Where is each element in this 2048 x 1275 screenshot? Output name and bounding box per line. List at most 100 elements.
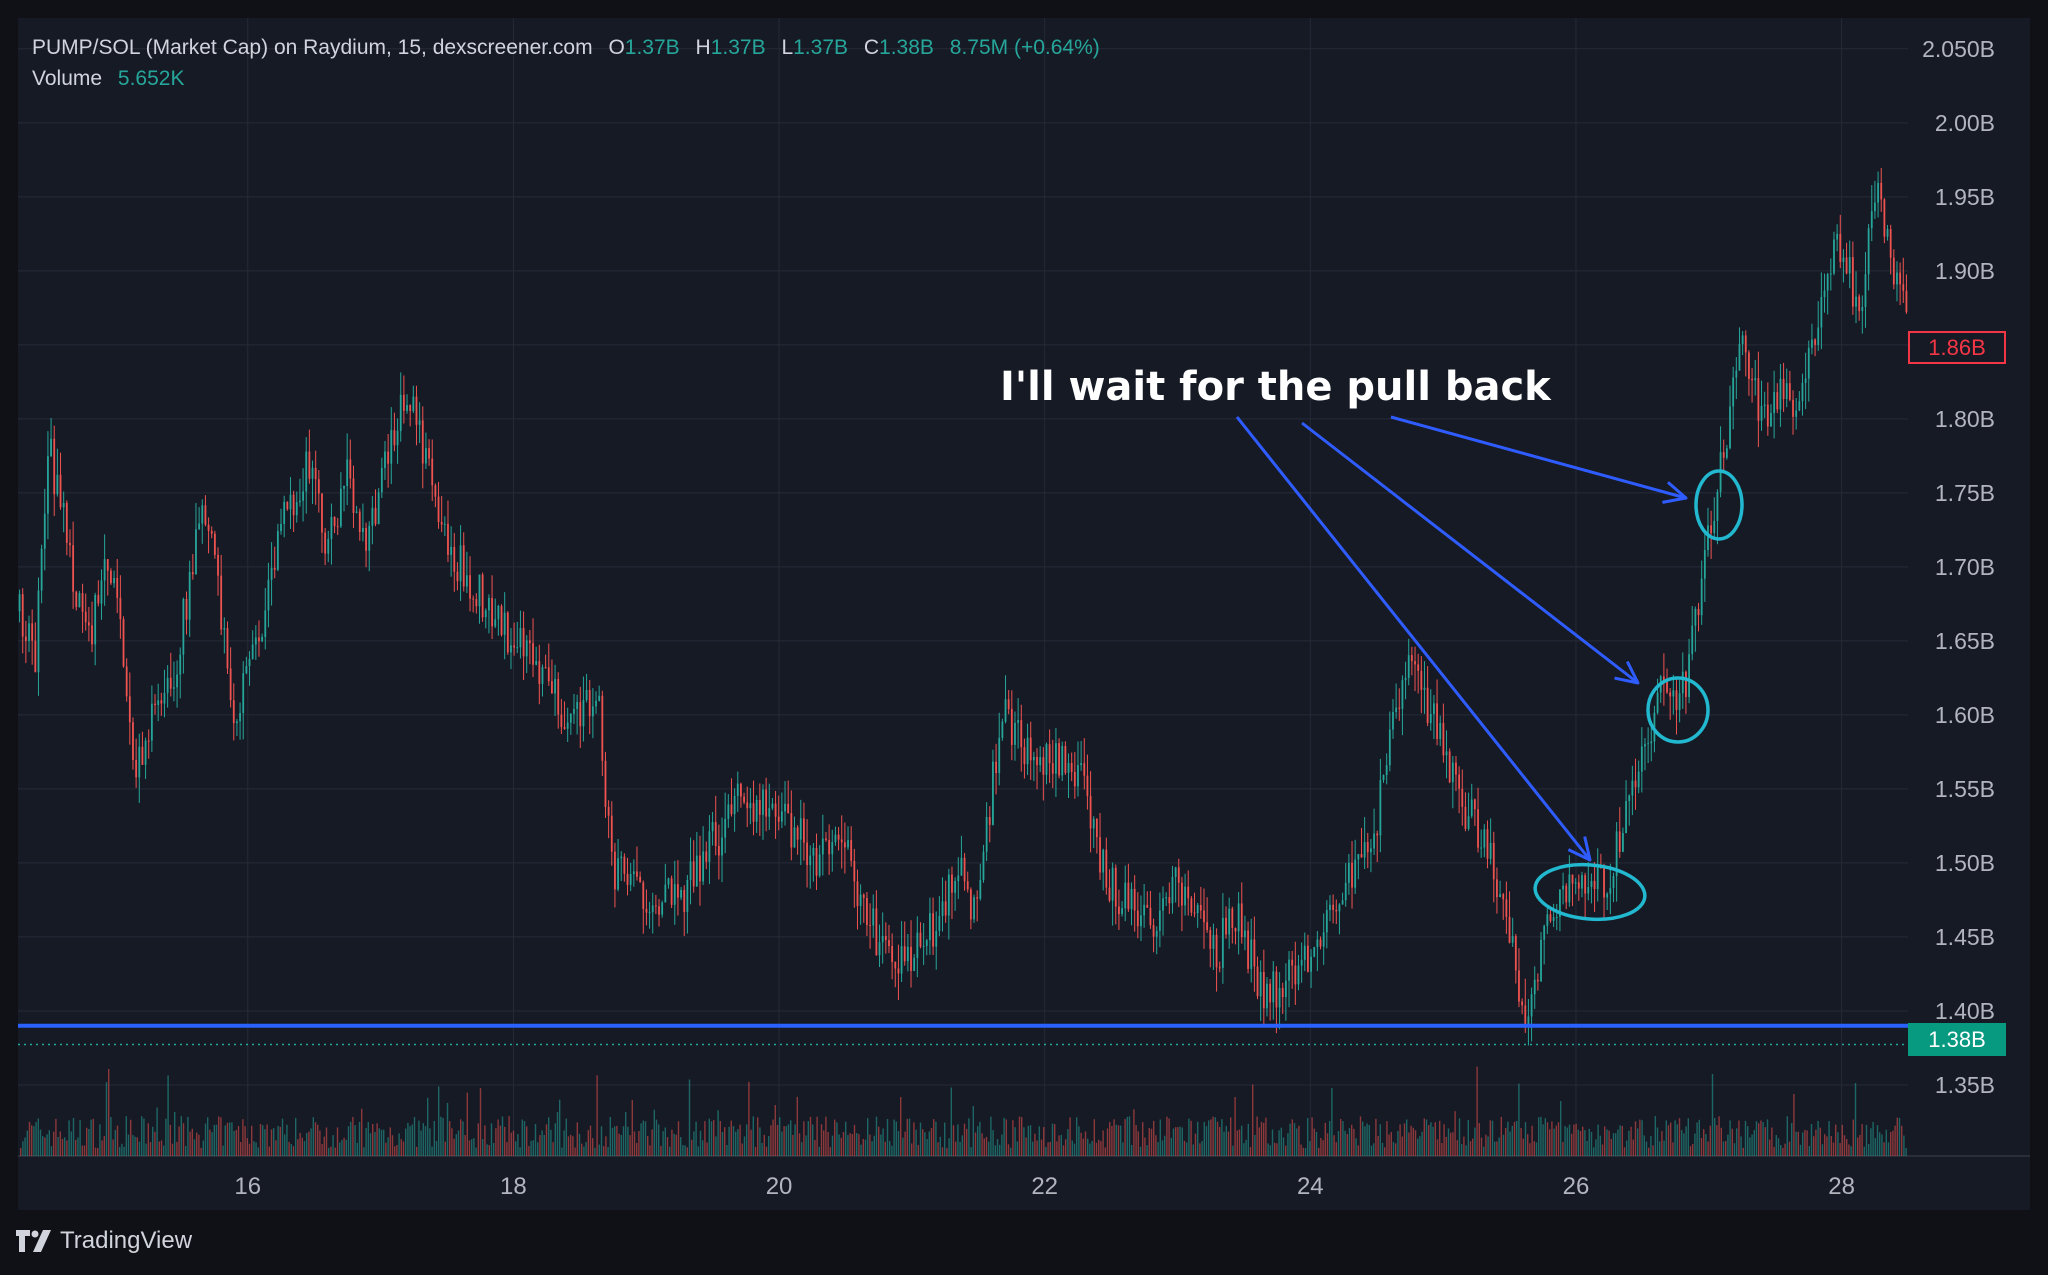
volume-bar [897, 1131, 900, 1156]
volume-bar [347, 1126, 350, 1156]
volume-bar [776, 1124, 779, 1156]
candle-body [1905, 290, 1908, 313]
volume-bar [732, 1126, 735, 1156]
volume-bar [827, 1132, 829, 1156]
candle-body [903, 946, 906, 962]
volume-bar [675, 1134, 677, 1156]
volume-bar [1159, 1119, 1161, 1156]
volume-bar [1087, 1138, 1089, 1156]
candle-body [1839, 233, 1842, 262]
volume-bar [451, 1128, 453, 1156]
candle-body [1373, 833, 1375, 849]
candle-body [1464, 806, 1467, 829]
volume-bar [1267, 1143, 1269, 1156]
candle-body [815, 847, 818, 876]
volume-bar [658, 1124, 660, 1156]
annotation-text[interactable]: I'll wait for the pull back [1000, 364, 1551, 410]
candle-body [396, 430, 399, 446]
volume-bar [1478, 1123, 1480, 1156]
volume-bar [259, 1123, 262, 1156]
volume-bar [1806, 1130, 1808, 1156]
volume-bar [1689, 1146, 1692, 1156]
volume-bar [154, 1131, 156, 1156]
volume-bar [1707, 1141, 1709, 1156]
candle-body [519, 627, 522, 648]
candle-body [1294, 965, 1297, 985]
volume-bar [1280, 1127, 1282, 1156]
candle-body [582, 699, 585, 727]
volume-bar [1177, 1127, 1179, 1156]
candle-body [1165, 897, 1168, 899]
candle-body [242, 673, 245, 714]
volume-bar [1045, 1146, 1047, 1156]
volume-bar [341, 1140, 343, 1156]
volume-bar [1456, 1140, 1458, 1156]
candle-body [1127, 882, 1130, 910]
candle-body [258, 637, 260, 642]
volume-bar [1333, 1135, 1335, 1156]
volume-bar [440, 1116, 442, 1156]
volume-bar [53, 1131, 55, 1156]
candle-body [428, 448, 430, 459]
volume-bar [1722, 1141, 1725, 1156]
candle-body [1004, 699, 1007, 722]
volume-bar [103, 1136, 105, 1156]
volume-bar [1751, 1134, 1753, 1156]
volume-bar [1804, 1129, 1806, 1156]
volume-bar [1841, 1124, 1843, 1156]
volume-bar [301, 1137, 303, 1156]
volume-bar [196, 1132, 198, 1156]
volume-bar [708, 1118, 710, 1156]
candle-body [1187, 886, 1190, 899]
candle-body [1316, 939, 1319, 948]
candle-body [818, 854, 821, 876]
candle-body [1788, 383, 1791, 400]
candle-body [1782, 378, 1785, 399]
volume-bar [1025, 1137, 1027, 1156]
candle-body [1751, 378, 1753, 381]
y-tick-label-13: 1.40B [1935, 998, 1995, 1024]
candle-body [522, 627, 525, 657]
volume-bar [1604, 1126, 1606, 1156]
candle-body [1886, 229, 1889, 237]
volume-bar [1700, 1137, 1703, 1156]
volume-bar [1716, 1125, 1718, 1156]
volume-bar [642, 1120, 644, 1156]
pullback-circle-3 [1694, 469, 1744, 541]
x-tick-label-5: 26 [1563, 1173, 1590, 1200]
volume-bar [523, 1121, 526, 1156]
volume-bar [165, 1118, 167, 1156]
volume-bar [517, 1134, 519, 1156]
volume-bar [1406, 1119, 1408, 1156]
volume-bar [875, 1116, 878, 1156]
volume-bar [396, 1145, 398, 1156]
volume-bar [464, 1135, 466, 1156]
candle-body [371, 507, 374, 526]
volume-bar [983, 1138, 985, 1156]
ohlc-close-value: 1.38B [879, 36, 934, 59]
candle-body [884, 935, 887, 941]
candle-body [746, 802, 749, 809]
volume-bar [1577, 1129, 1579, 1156]
volume-bar [1621, 1125, 1623, 1156]
volume-bar [308, 1131, 310, 1156]
volume-bar [1436, 1139, 1439, 1156]
candle-body [1596, 864, 1599, 890]
volume-bar [1634, 1121, 1637, 1156]
candle-body [1536, 979, 1539, 982]
volume-bar [1012, 1120, 1014, 1156]
volume-bar [1100, 1141, 1102, 1156]
volume-bar [1628, 1130, 1630, 1156]
volume-bar [1049, 1141, 1051, 1156]
candle-body [198, 523, 201, 530]
volume-bar [1815, 1129, 1817, 1156]
volume-bar [893, 1119, 895, 1156]
candle-body [1694, 608, 1697, 626]
candle-body [481, 574, 484, 618]
tradingview-brand[interactable]: TradingView [16, 1227, 192, 1255]
volume-bar [185, 1146, 187, 1156]
volume-bar [1736, 1128, 1738, 1156]
volume-bar [1434, 1122, 1436, 1156]
candle-body [1155, 930, 1158, 937]
